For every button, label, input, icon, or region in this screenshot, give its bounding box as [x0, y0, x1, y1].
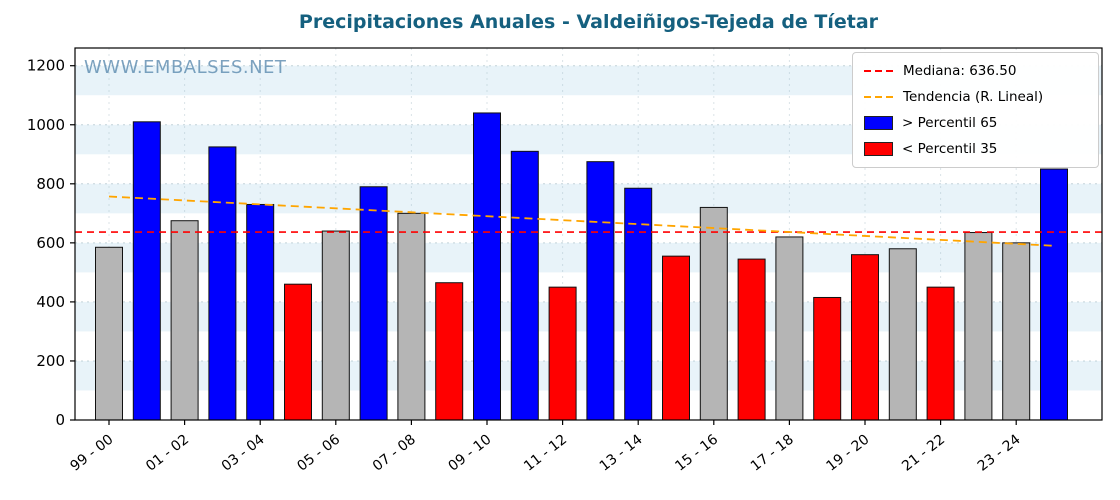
x-tick-label: 13 - 14 — [597, 431, 646, 474]
bar-23 - 24 — [1002, 242, 1031, 421]
x-tick-label: 19 - 20 — [824, 432, 873, 475]
bar-00 - 01 — [132, 121, 161, 421]
bar-24 - 25 — [1040, 168, 1068, 421]
bar-09 - 10 — [473, 112, 501, 421]
bar-06 - 07 — [359, 186, 388, 421]
bar-05 - 06 — [321, 230, 350, 421]
bar-22 - 23 — [964, 232, 993, 421]
bar-07 - 08 — [397, 212, 426, 421]
trend-line-swatch — [864, 96, 894, 98]
bar-11 - 12 — [548, 286, 577, 421]
x-tick-label: 09 - 10 — [446, 432, 495, 475]
chart-title: Precipitaciones Anuales - Valdeiñigos-Te… — [298, 11, 879, 33]
legend-label-below: < Percentil 35 — [902, 141, 998, 157]
watermark: WWW.EMBALSES.NET — [84, 57, 287, 78]
x-tick-label: 07 - 08 — [370, 432, 419, 475]
plot-frame — [74, 47, 1103, 421]
y-tick-label: 1000 — [27, 116, 65, 134]
bar-14 - 15 — [662, 255, 690, 421]
x-tick-label: 17 - 18 — [748, 432, 797, 475]
bar-04 - 05 — [284, 283, 312, 421]
bar-08 - 09 — [435, 282, 464, 421]
x-tick-label: 03 - 04 — [219, 431, 268, 474]
bar-17 - 18 — [775, 236, 804, 421]
bar-10 - 11 — [510, 150, 539, 421]
bar-03 - 04 — [246, 203, 275, 421]
bar-20 - 21 — [888, 248, 917, 421]
bar-12 - 13 — [586, 161, 615, 421]
legend-item-above-percentile: > Percentil 65 — [864, 114, 1087, 132]
legend: Mediana: 636.50 Tendencia (R. Lineal) > … — [852, 52, 1099, 168]
x-tick-label: 99 - 00 — [68, 432, 117, 475]
y-tick-label: 0 — [55, 411, 65, 429]
y-tick-label: 800 — [36, 175, 65, 193]
legend-label-median: Mediana: 636.50 — [903, 63, 1017, 79]
bar-15 - 16 — [699, 206, 728, 421]
legend-item-below-percentile: < Percentil 35 — [864, 140, 1087, 158]
legend-item-median: Mediana: 636.50 — [864, 62, 1087, 80]
legend-item-trend: Tendencia (R. Lineal) — [864, 88, 1087, 106]
x-tick-label: 05 - 06 — [294, 431, 343, 474]
x-tick-label: 21 - 22 — [899, 432, 948, 475]
bar-02 - 03 — [208, 146, 237, 421]
bar-99 - 00 — [95, 246, 123, 421]
y-tick-label: 600 — [36, 234, 65, 252]
median-line-swatch — [864, 70, 894, 72]
y-tick-label: 400 — [36, 293, 65, 311]
x-tick-label: 23 - 24 — [975, 431, 1024, 474]
below-percentile-swatch — [864, 142, 893, 156]
legend-label-above: > Percentil 65 — [902, 115, 998, 131]
y-tick-label: 200 — [36, 352, 65, 370]
bar-13 - 14 — [624, 187, 653, 421]
bar-21 - 22 — [926, 286, 955, 421]
legend-label-trend: Tendencia (R. Lineal) — [903, 89, 1044, 105]
y-tick-label: 1200 — [27, 57, 65, 75]
above-percentile-swatch — [864, 116, 893, 130]
bar-01 - 02 — [170, 220, 199, 421]
x-tick-label: 11 - 12 — [521, 432, 570, 475]
bar-18 - 19 — [813, 296, 842, 421]
x-tick-label: 15 - 16 — [672, 431, 721, 474]
x-tick-label: 01 - 02 — [143, 432, 192, 475]
trend-line — [108, 195, 1055, 247]
bar-16 - 17 — [737, 258, 766, 421]
bar-19 - 20 — [851, 254, 879, 421]
